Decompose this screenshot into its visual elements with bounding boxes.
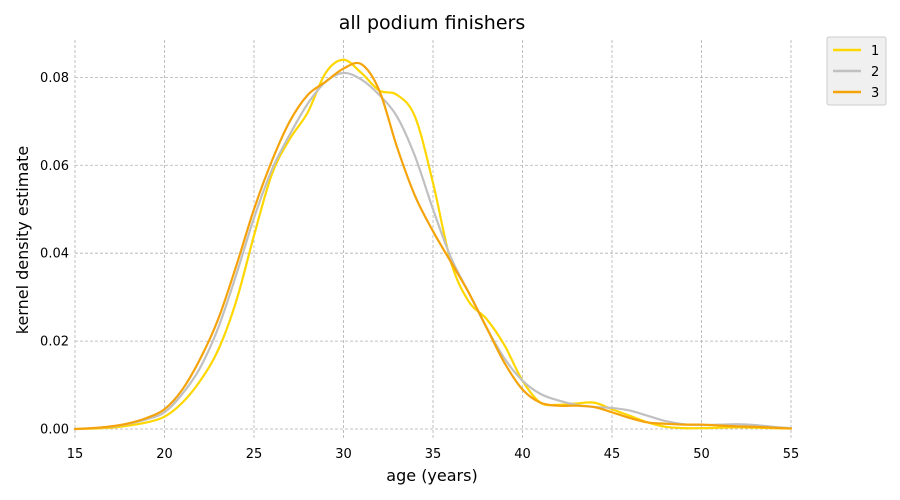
x-tick-label: 55: [783, 447, 800, 462]
x-tick-label: 40: [514, 447, 531, 462]
series-line-3: [73, 61, 793, 431]
grid: [74, 40, 792, 440]
x-tick-label: 45: [604, 447, 621, 462]
x-tick-label: 50: [693, 447, 710, 462]
series-lines: [73, 58, 793, 431]
y-tick-label: 0.00: [40, 423, 69, 438]
x-axis-title: age (years): [386, 466, 477, 485]
legend-label: 3: [871, 86, 879, 101]
x-tick-label: 20: [156, 447, 173, 462]
series-line-2: [73, 71, 793, 431]
x-tick-label: 25: [246, 447, 263, 462]
x-tick-label: 35: [425, 447, 442, 462]
y-axis-title: kernel density estimate: [13, 146, 32, 335]
y-tick-label: 0.04: [40, 247, 69, 262]
x-axis: 15 20 25 30 35 40 45 50 55: [67, 447, 800, 462]
legend-label: 1: [871, 44, 879, 59]
y-tick-label: 0.02: [40, 335, 69, 350]
y-tick-label: 0.06: [40, 159, 69, 174]
legend-item-2[interactable]: 2: [833, 65, 879, 80]
x-tick-label: 30: [335, 447, 352, 462]
y-tick-label: 0.08: [40, 71, 69, 86]
series-line-1: [73, 58, 793, 431]
legend-item-1[interactable]: 1: [833, 44, 879, 59]
legend[interactable]: 1 2 3: [826, 36, 887, 106]
x-tick-label: 15: [67, 447, 84, 462]
legend-item-3[interactable]: 3: [833, 86, 879, 101]
y-axis: 0.00 0.02 0.04 0.06 0.08: [40, 71, 69, 438]
chart-title: all podium finishers: [339, 12, 525, 34]
legend-label: 2: [871, 65, 879, 80]
